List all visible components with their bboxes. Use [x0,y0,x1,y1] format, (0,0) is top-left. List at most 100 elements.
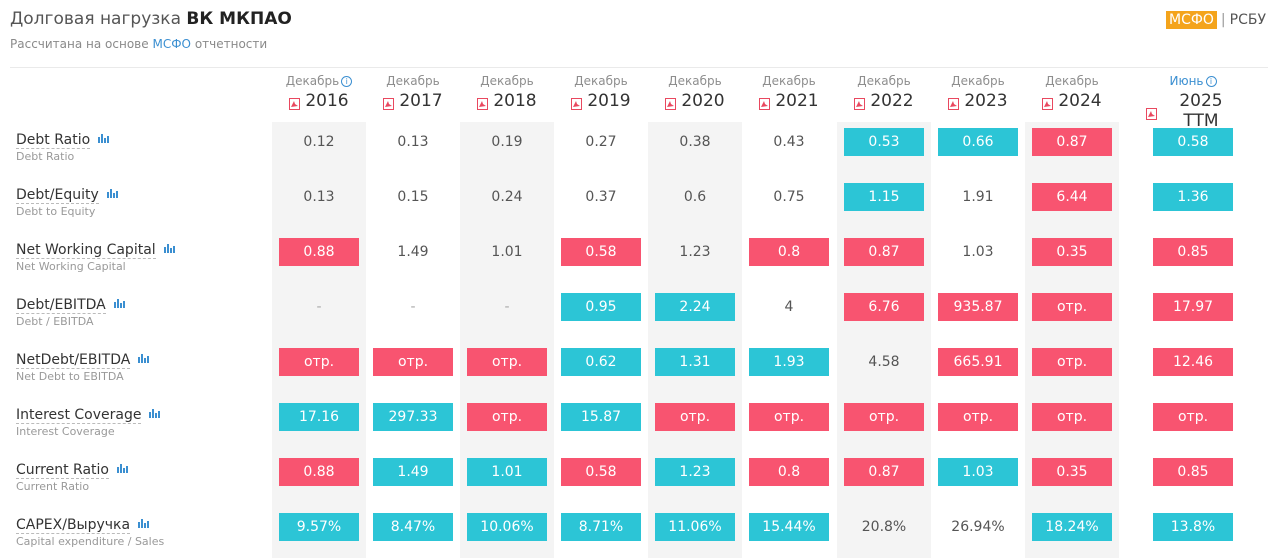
metric-name[interactable]: Interest Coverage [16,407,142,424]
metric-name[interactable]: Debt Ratio [16,132,91,149]
table-cell: 1.01 [491,244,523,260]
standard-separator: | [1220,12,1226,28]
column-header: Декабрь 2021 [742,74,836,111]
table-cell: 0.58 [1153,128,1233,156]
bar-chart-icon[interactable] [113,293,126,312]
metric-name[interactable]: Current Ratio [16,462,109,479]
column-header: Декабрь 2023 [931,74,1025,111]
year-label: 2022 [870,91,914,111]
bar-chart-icon[interactable] [149,403,161,422]
table-cell: 4 [784,299,794,315]
subtitle-link[interactable]: МСФО [152,37,191,51]
table-cell: 0.12 [303,134,335,150]
table-cell: 12.46 [1153,348,1233,376]
metric-subtitle: Debt to Equity [16,205,96,218]
table-cell: отр. [844,403,924,431]
table-cell: 0.35 [1032,238,1112,266]
company-name: ВК МКПАО [186,9,292,29]
table-cell: 0.19 [491,134,523,150]
pdf-icon[interactable] [948,95,960,110]
table-cell: - [410,299,416,315]
row-label: Debt/Equity Debt to Equity [16,183,119,218]
pdf-icon[interactable] [1146,105,1157,120]
table-cell: 0.53 [844,128,924,156]
year-label: 2019 [587,91,631,111]
column-period: Декабрь [837,74,931,88]
info-icon[interactable]: i [1205,75,1217,87]
year-label: 2018 [493,91,537,111]
pdf-icon[interactable] [571,95,583,110]
table-cell: 0.62 [561,348,641,376]
pdf-icon[interactable] [289,95,301,110]
column-header: Декабрь 2020 [648,74,742,111]
table-cell: 26.94% [951,519,1005,535]
pdf-icon[interactable] [854,95,866,110]
table-cell: 1.36 [1153,183,1233,211]
table-cell: 1.31 [655,348,735,376]
metric-subtitle: Net Working Capital [16,260,126,273]
table-cell: отр. [655,403,735,431]
column-year: 2017 [366,91,460,111]
column-period: Декабрь [742,74,836,88]
row-label: NetDebt/EBITDA Net Debt to EBITDA [16,348,150,383]
table-cell: отр. [749,403,829,431]
row-label: Current Ratio Current Ratio [16,458,129,493]
column-year: 2021 [742,91,836,111]
table-cell: 0.37 [585,189,617,205]
pdf-icon[interactable] [1042,95,1054,110]
table-cell: 935.87 [938,293,1018,321]
column-period: Декабрь [931,74,1025,88]
bar-chart-icon[interactable] [106,183,119,202]
table-cell: 0.66 [938,128,1018,156]
table-cell: 6.44 [1032,183,1112,211]
table-cell: отр. [1153,403,1233,431]
column-header: Декабрь 2024 [1025,74,1119,111]
metric-name[interactable]: Debt/Equity [16,187,99,204]
header-divider [10,67,1268,68]
row-label: Debt/EBITDA Debt / EBITDA [16,293,126,328]
metric-name[interactable]: NetDebt/EBITDA [16,352,131,369]
subtitle-suffix: отчетности [194,37,268,51]
bar-chart-icon[interactable] [138,348,150,367]
info-icon[interactable]: i [341,75,353,87]
table-cell: отр. [938,403,1018,431]
table-cell: 6.76 [844,293,924,321]
table-cell: 0.15 [397,189,429,205]
column-year: 2016 [272,91,366,111]
table-cell: 11.06% [655,513,735,541]
pdf-icon[interactable] [665,95,677,110]
metric-name[interactable]: Debt/EBITDA [16,297,106,314]
row-label: Net Working Capital Net Working Capital [16,238,176,273]
table-cell: 13.8% [1153,513,1233,541]
bar-chart-icon[interactable] [163,238,176,257]
pdf-icon[interactable] [477,95,489,110]
metric-name[interactable]: Net Working Capital [16,242,156,259]
table-cell: - [316,299,322,315]
column-header: Июнь i 2025 TTM [1146,74,1240,131]
metric-name[interactable]: CAPEX/Выручка [16,517,131,534]
table-cell: 0.87 [1032,128,1112,156]
page-title: Долговая нагрузка ВК МКПАО [10,9,292,29]
table-cell: отр. [467,403,547,431]
bar-chart-icon[interactable] [116,458,129,477]
page-subtitle: Рассчитана на основе МСФО отчетности [10,37,267,51]
column-period: Декабрь [1025,74,1119,88]
metric-subtitle: Capital expenditure / Sales [16,535,165,548]
column-period: Декабрь [648,74,742,88]
table-cell: 0.43 [773,134,805,150]
table-cell: 1.93 [749,348,829,376]
table-cell: 15.44% [749,513,829,541]
period-label: Декабрь [285,74,340,88]
pdf-icon[interactable] [759,95,771,110]
column-header: Декабрь 2019 [554,74,648,111]
table-cell: 0.85 [1153,458,1233,486]
pdf-icon[interactable] [383,95,395,110]
bar-chart-icon[interactable] [98,128,110,147]
metric-subtitle: Net Debt to EBITDA [16,370,124,383]
standard-rsbu-button[interactable]: РСБУ [1229,12,1266,28]
bar-chart-icon[interactable] [138,513,150,532]
table-cell: 0.13 [397,134,429,150]
column-year: 2025 TTM [1146,91,1240,131]
standard-msfo-button[interactable]: МСФО [1165,11,1217,29]
table-cell: 1.49 [397,244,429,260]
